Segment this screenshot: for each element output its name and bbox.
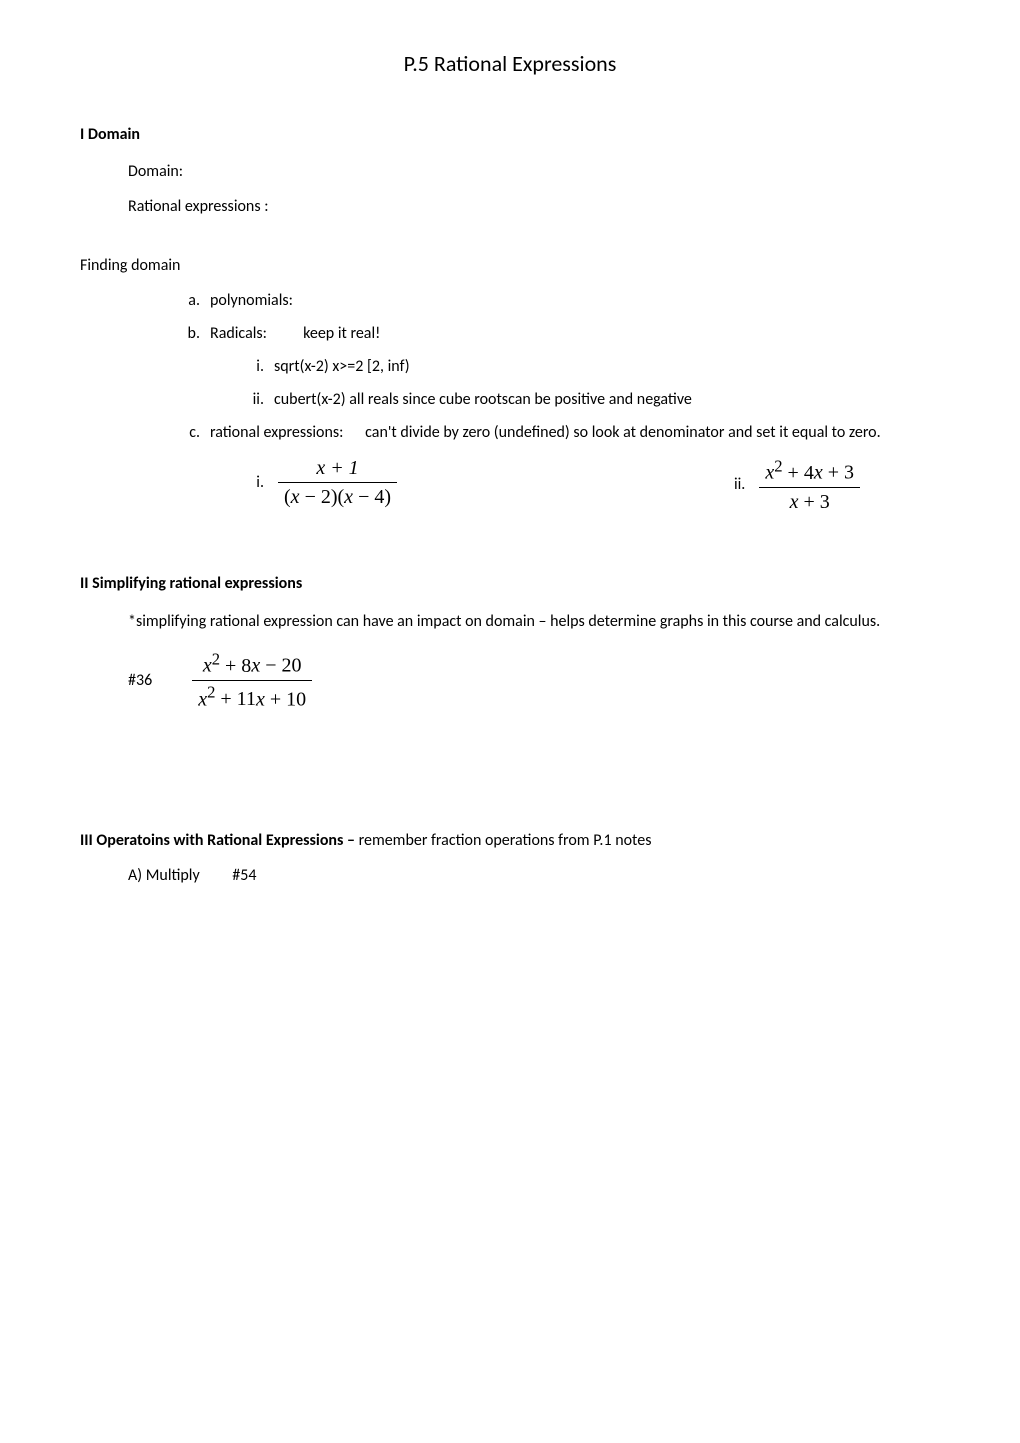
item-b-text: Radicals: keep it real! bbox=[210, 324, 380, 343]
frac-ii: x2 + 4x + 3 x + 3 bbox=[759, 456, 860, 514]
section-3-heading-rest: remember fraction operations from P.1 no… bbox=[359, 831, 652, 850]
item-a: a. polynomials: bbox=[176, 291, 940, 310]
page-root: P.5 Rational Expressions I Domain Domain… bbox=[0, 0, 1020, 1443]
problem-36-label: #36 bbox=[128, 671, 152, 690]
section-3-heading-bold: III Operatoins with Rational Expressions… bbox=[80, 831, 359, 850]
item-c-i: i. x + 1 (x − 2)(x − 4) bbox=[240, 456, 397, 509]
section-3-a: A) Multiply #54 bbox=[128, 866, 940, 885]
frac-36: x2 + 8x − 20 x2 + 11x + 10 bbox=[192, 649, 312, 711]
section-2-para: *simplifying rational expression can hav… bbox=[80, 611, 940, 633]
frac-ii-den: x + 3 bbox=[759, 488, 860, 514]
item-b: b. Radicals: keep it real! bbox=[176, 324, 940, 343]
frac-ii-num: x2 + 4x + 3 bbox=[759, 456, 860, 488]
item-b-label: Radicals: bbox=[210, 324, 267, 343]
item-b-i-text: sqrt(x-2) x>=2 [2, inf) bbox=[274, 357, 410, 376]
item-c-text: rational expressions: can't divide by ze… bbox=[210, 423, 881, 442]
item-c-note: can't divide by zero (undefined) so look… bbox=[365, 423, 880, 442]
section-1-heading: I Domain bbox=[80, 125, 940, 144]
item-b-ii: ii. cubert(x-2) all reals since cube roo… bbox=[240, 390, 940, 409]
marker-a: a. bbox=[176, 291, 200, 310]
frac-i-den: (x − 2)(x − 4) bbox=[278, 483, 397, 509]
marker-c: c. bbox=[176, 423, 200, 442]
frac-i-num: x + 1 bbox=[278, 456, 397, 483]
item-a-text: polynomials: bbox=[210, 291, 293, 310]
rational-expr-label: Rational expressions : bbox=[128, 197, 940, 216]
section-3-a-hash: #54 bbox=[232, 866, 256, 885]
section-3-heading: III Operatoins with Rational Expressions… bbox=[80, 831, 940, 850]
page-title: P.5 Rational Expressions bbox=[80, 50, 940, 77]
item-b-note: keep it real! bbox=[303, 324, 380, 343]
frac-i: x + 1 (x − 2)(x − 4) bbox=[278, 456, 397, 509]
frac-36-num: x2 + 8x − 20 bbox=[192, 649, 312, 681]
item-b-i: i. sqrt(x-2) x>=2 [2, inf) bbox=[240, 357, 940, 376]
frac-row: i. x + 1 (x − 2)(x − 4) ii. x2 + 4x + 3 … bbox=[80, 456, 940, 514]
marker-b-ii: ii. bbox=[240, 390, 264, 409]
section-3-a-label: A) Multiply bbox=[128, 866, 200, 885]
domain-label: Domain: bbox=[128, 162, 940, 181]
spacer bbox=[80, 711, 940, 831]
item-c-ii: ii. x2 + 4x + 3 x + 3 bbox=[721, 456, 860, 514]
item-c-label: rational expressions: bbox=[210, 423, 343, 442]
marker-c-i: i. bbox=[240, 473, 264, 492]
marker-c-ii: ii. bbox=[721, 475, 745, 494]
section-2-heading: II Simplifying rational expressions bbox=[80, 574, 940, 593]
marker-b-i: i. bbox=[240, 357, 264, 376]
frac-36-den: x2 + 11x + 10 bbox=[192, 681, 312, 712]
item-c: c. rational expressions: can't divide by… bbox=[176, 423, 940, 442]
finding-domain-label: Finding domain bbox=[80, 256, 940, 275]
frac-i-num-text: x + 1 bbox=[316, 457, 358, 479]
marker-b: b. bbox=[176, 324, 200, 343]
problem-36: #36 x2 + 8x − 20 x2 + 11x + 10 bbox=[128, 649, 940, 711]
item-b-ii-text: cubert(x-2) all reals since cube rootsca… bbox=[274, 390, 692, 409]
